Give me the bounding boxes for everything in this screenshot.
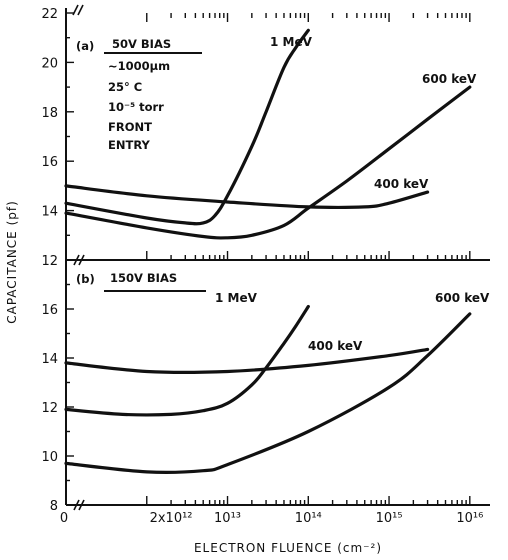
y-tick-label: 16 bbox=[41, 155, 58, 170]
series-line-b-600-kev bbox=[64, 312, 472, 474]
x-tick-label: 10¹³ bbox=[214, 511, 241, 526]
axis-break-b-2 bbox=[78, 499, 85, 511]
y-tick-label: 10 bbox=[41, 450, 58, 465]
x-tick-label: 10¹⁵ bbox=[376, 511, 403, 526]
panel-a-heading: 50V BIAS bbox=[112, 37, 171, 51]
series-line-a-1-mev bbox=[64, 28, 310, 226]
axis-break-a-2 bbox=[78, 254, 85, 266]
y-tick-label: 22 bbox=[41, 7, 58, 22]
series-line-b-1-mev bbox=[64, 304, 310, 417]
annotation-thickness: ~1000μm bbox=[108, 59, 170, 73]
series-line-a-600-kev bbox=[64, 85, 472, 240]
x-axis-title: ELECTRON FLUENCE (cm⁻²) bbox=[194, 541, 382, 555]
label-a-400kev: 400 keV bbox=[374, 177, 429, 191]
axis-break-a-1 bbox=[73, 254, 80, 266]
tick-labels: 0 2x10¹² 10¹³ 10¹⁴ 10¹⁵ 10¹⁶ 12 14 16 18 20 22 8 10 12… bbox=[41, 7, 483, 526]
y-tick-label: 16 bbox=[41, 303, 58, 318]
panel-b-heading: 150V BIAS bbox=[110, 271, 177, 285]
series-line-a-400-kev bbox=[64, 184, 430, 210]
y-tick-label: 12 bbox=[41, 401, 58, 416]
annotation-pressure: 10⁻⁵ torr bbox=[108, 100, 164, 114]
annotation-front: FRONT bbox=[108, 120, 152, 134]
y-tick-label: 14 bbox=[41, 352, 58, 367]
annotation-entry: ENTRY bbox=[108, 138, 151, 152]
x-tick-label: 10¹⁶ bbox=[456, 511, 483, 526]
x-tick-label: 10¹⁴ bbox=[295, 511, 322, 526]
y-tick-label: 12 bbox=[41, 254, 58, 269]
series-line-b-400-kev bbox=[64, 347, 430, 375]
y-axis-title: CAPACITANCE (pf) bbox=[5, 200, 19, 324]
x-tick-label: 0 bbox=[60, 511, 68, 526]
label-a-600kev: 600 keV bbox=[422, 72, 477, 86]
label-a-1mev: 1 MeV bbox=[270, 35, 313, 49]
y-tick-label: 8 bbox=[50, 499, 58, 514]
annotation-temperature: 25° C bbox=[108, 80, 142, 94]
y-tick-label: 20 bbox=[41, 56, 58, 71]
axis-break-top-2 bbox=[77, 4, 84, 16]
label-b-1mev: 1 MeV bbox=[215, 291, 258, 305]
panel-a-label: (a) bbox=[76, 39, 94, 53]
panel-b-label: (b) bbox=[76, 272, 95, 286]
axis-break-b-1 bbox=[73, 499, 80, 511]
label-b-600kev: 600 keV bbox=[435, 291, 490, 305]
y-tick-label: 14 bbox=[41, 205, 58, 220]
y-tick-label: 18 bbox=[41, 106, 58, 121]
plot-frame bbox=[65, 4, 490, 511]
x-tick-label: 2x10¹² bbox=[150, 511, 193, 526]
label-b-400kev: 400 keV bbox=[308, 339, 363, 353]
data-series bbox=[64, 28, 472, 474]
